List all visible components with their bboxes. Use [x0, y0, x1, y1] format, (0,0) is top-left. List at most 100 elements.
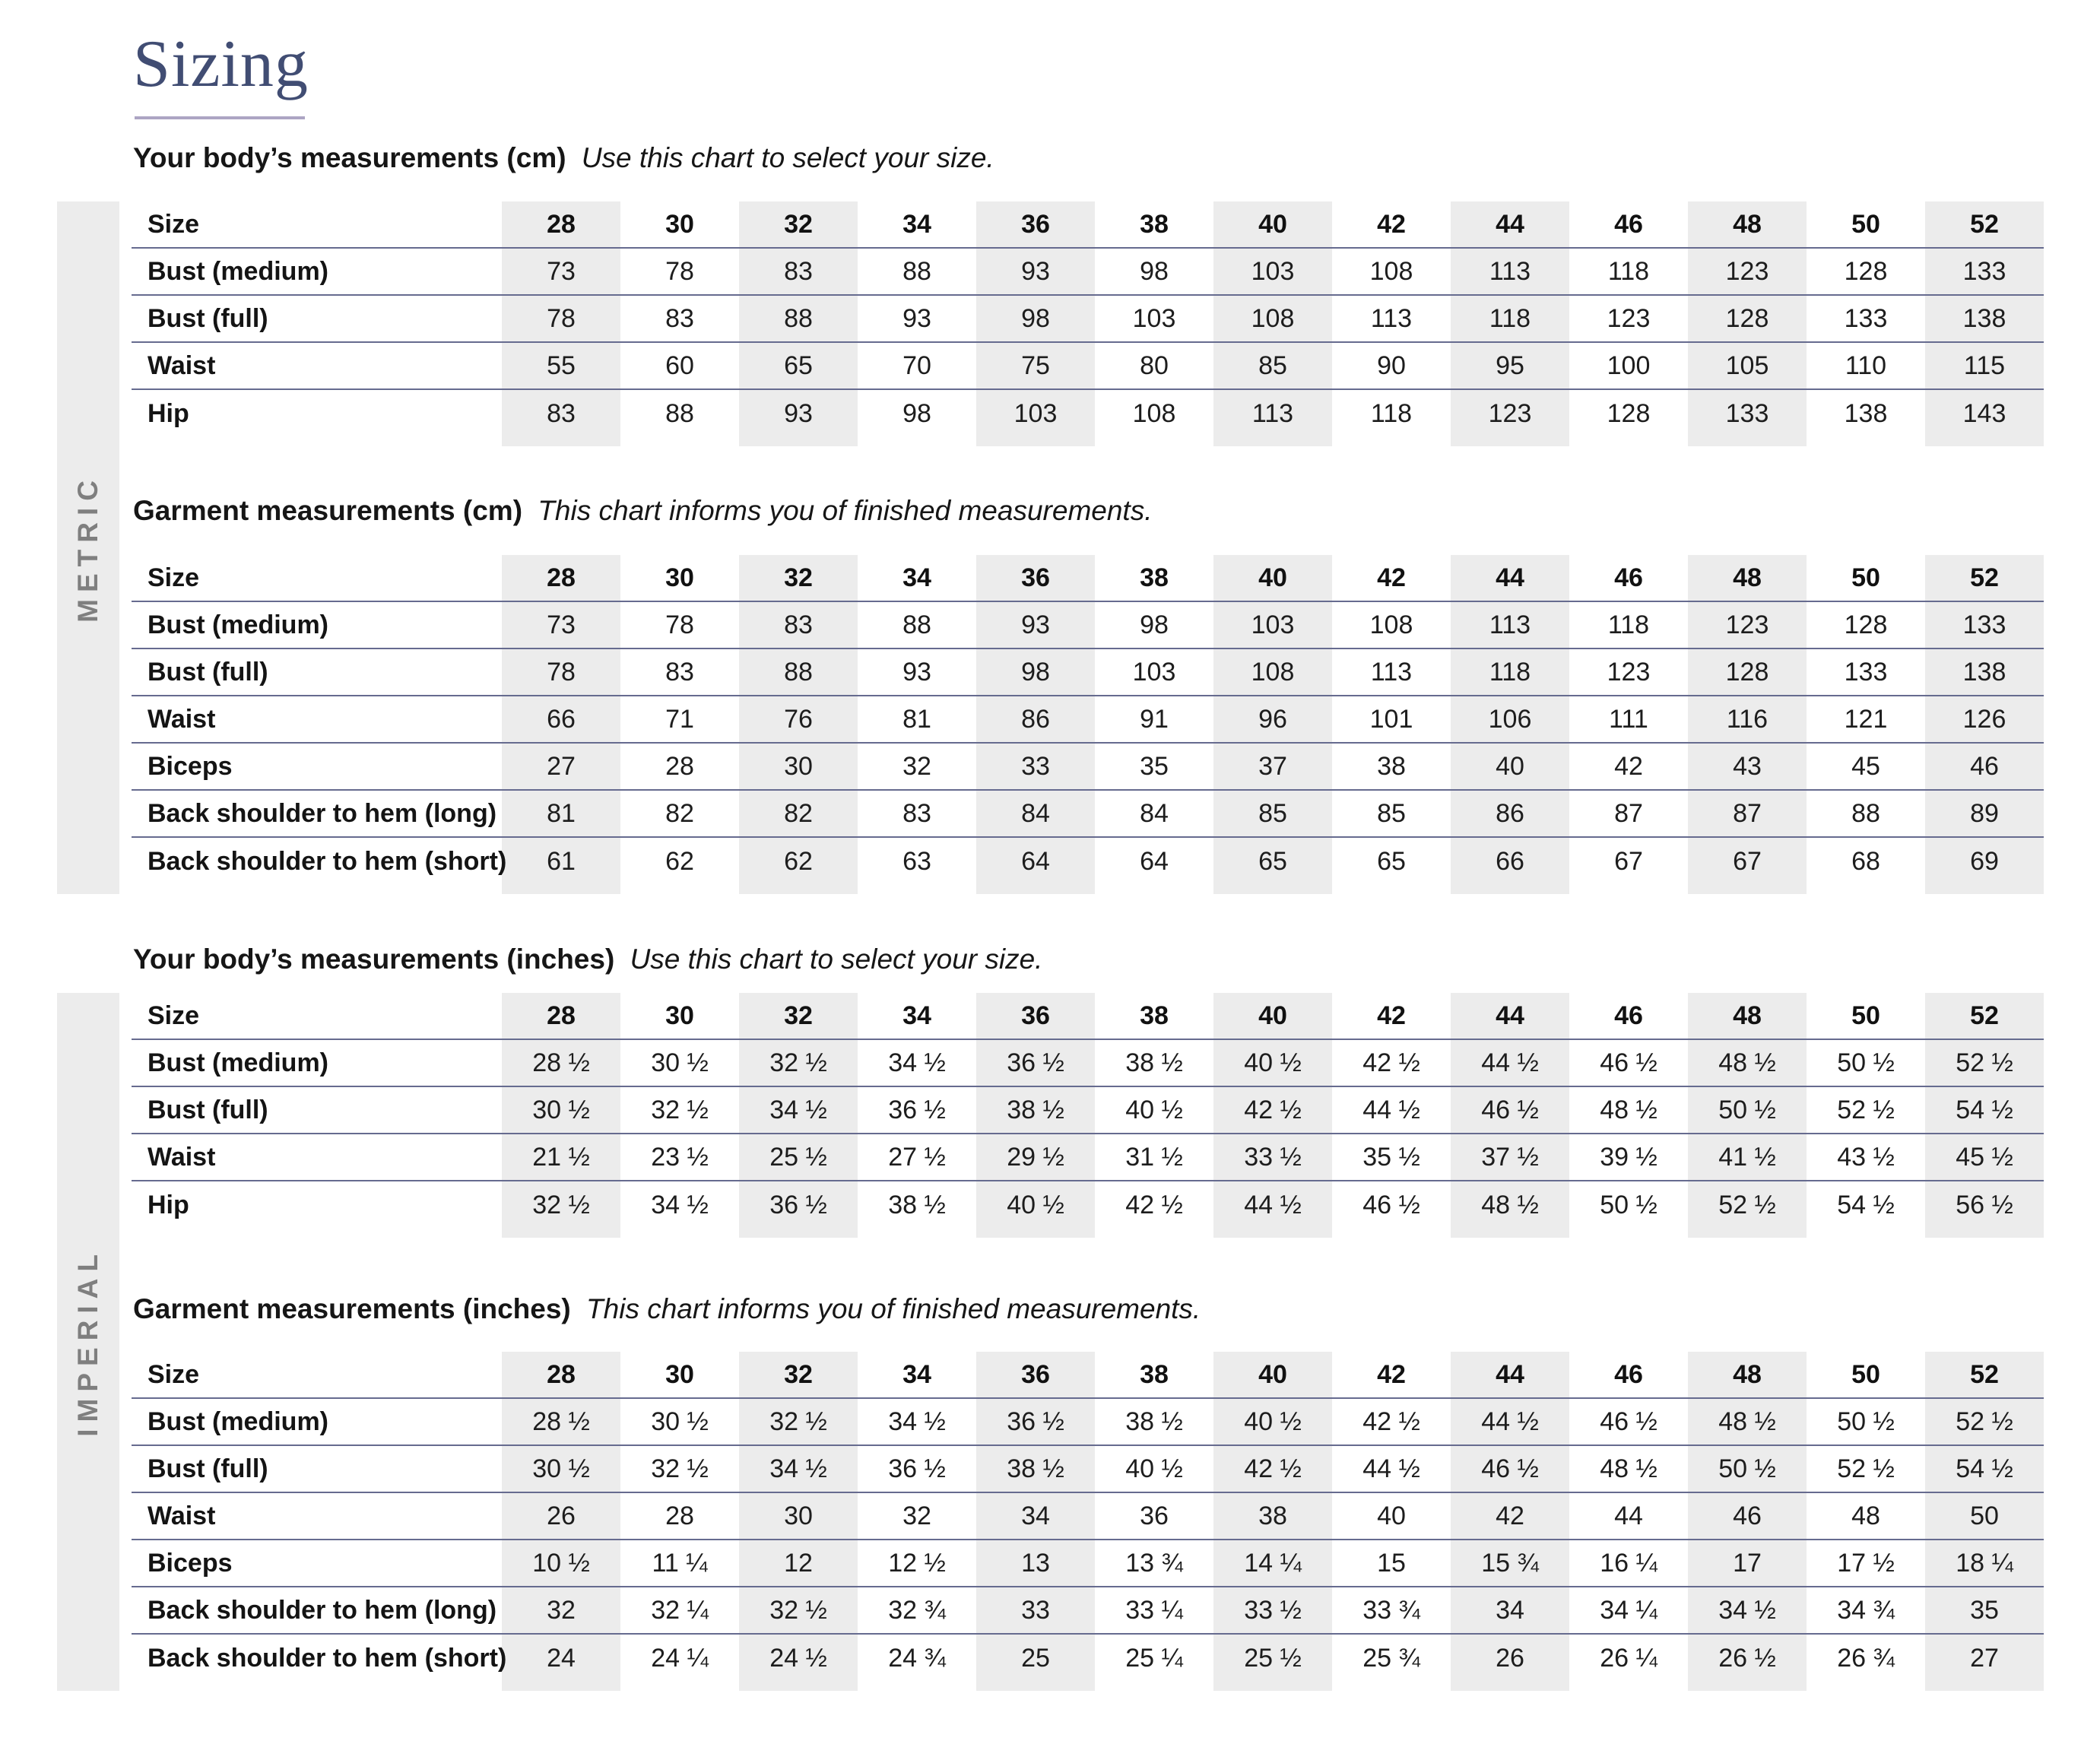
- row-label: Waist: [148, 704, 216, 734]
- measurement-value-cell: 133: [1844, 303, 1888, 333]
- table-row: Bust (medium) 73 78 83 88 93 98 103 108 113 118 123…: [132, 249, 2044, 296]
- measurement-value-cell: 88: [902, 610, 931, 639]
- measurement-value-cell: 32 ½: [769, 1048, 827, 1077]
- size-column-header: 48: [1733, 563, 1762, 592]
- table-row: Waist 21 ½ 23 ½ 25 ½ 27 ½ 29 ½ 31 ½ 33 ½ 35 ½ 37 …: [132, 1134, 2044, 1181]
- measurement-value-cell: 32: [902, 1501, 931, 1530]
- measurement-value-cell: 40 ½: [1244, 1048, 1302, 1077]
- measurement-value-cell: 33: [1021, 1595, 1050, 1625]
- size-header-label: Size: [148, 1001, 200, 1030]
- column-stripe-size-48: [1688, 201, 1807, 446]
- measurement-value-cell: 42: [1496, 1501, 1524, 1530]
- measurement-value-cell: 52 ½: [1956, 1406, 2013, 1436]
- measurement-value-cell: 26 ¼: [1600, 1643, 1657, 1673]
- measurement-value-cell: 46 ½: [1481, 1095, 1539, 1124]
- heading-italic: Use this chart to select your size.: [581, 142, 994, 173]
- measurement-value-cell: 50: [1970, 1501, 1999, 1530]
- measurement-value-cell: 40 ½: [1007, 1190, 1064, 1219]
- measurement-value-cell: 48 ½: [1718, 1406, 1776, 1436]
- measurement-value-cell: 30 ½: [532, 1454, 590, 1483]
- measurement-value-cell: 55: [547, 350, 576, 380]
- measurement-value-cell: 44 ½: [1362, 1454, 1420, 1483]
- measurement-value-cell: 108: [1251, 303, 1295, 333]
- measurement-value-cell: 38 ½: [1007, 1454, 1064, 1483]
- size-column-header: 34: [902, 1001, 931, 1030]
- garment-measurements-cm-table: Size 28 30 32 34 36 38 40 42 44 46 48 50 52 Bust (medi…: [132, 555, 2044, 894]
- measurement-value-cell: 83: [665, 657, 694, 687]
- measurement-value-cell: 118: [1370, 398, 1413, 428]
- measurement-value-cell: 98: [1140, 610, 1169, 639]
- size-column-header: 48: [1733, 209, 1762, 239]
- size-column-header: 46: [1614, 563, 1643, 592]
- measurement-value-cell: 118: [1489, 303, 1531, 333]
- measurement-value-cell: 84: [1021, 798, 1050, 828]
- size-column-header: 30: [665, 563, 694, 592]
- measurement-value-cell: 36 ½: [888, 1454, 946, 1483]
- measurement-value-cell: 44 ½: [1362, 1095, 1420, 1124]
- measurement-value-cell: 24 ¼: [651, 1643, 709, 1673]
- measurement-value-cell: 81: [547, 798, 576, 828]
- size-header-label: Size: [148, 209, 200, 239]
- measurement-value-cell: 115: [1963, 350, 2006, 380]
- size-column-header: 46: [1614, 209, 1643, 239]
- measurement-value-cell: 11 ¼: [652, 1548, 708, 1578]
- measurement-value-cell: 113: [1370, 303, 1413, 333]
- table-row: Bust (medium) 28 ½ 30 ½ 32 ½ 34 ½ 36 ½ 38 ½ 40 …: [132, 1399, 2044, 1446]
- measurement-value-cell: 42 ½: [1244, 1095, 1302, 1124]
- measurement-value-cell: 108: [1132, 398, 1176, 428]
- row-label: Hip: [148, 398, 189, 428]
- measurement-value-cell: 44: [1614, 1501, 1643, 1530]
- size-column-header: 44: [1496, 209, 1524, 239]
- column-stripe-size-40: [1213, 993, 1332, 1238]
- size-column-header: 38: [1140, 1359, 1169, 1389]
- table-header-row: Size 28 30 32 34 36 38 40 42 44 46 48 50 52: [132, 993, 2044, 1040]
- row-label: Back shoulder to hem (short): [148, 1643, 507, 1673]
- measurement-value-cell: 26: [547, 1501, 576, 1530]
- measurement-value-cell: 24: [547, 1643, 576, 1673]
- size-column-header: 52: [1970, 209, 1999, 239]
- heading-italic: This chart informs you of finished measu…: [586, 1293, 1201, 1324]
- measurement-value-cell: 21 ½: [532, 1142, 590, 1172]
- column-stripe-size-52: [1925, 201, 2044, 446]
- measurement-value-cell: 65: [1258, 846, 1287, 876]
- table-row: Back shoulder to hem (short) 24 24 ¼ 24 ½ 24…: [132, 1635, 2044, 1682]
- row-label: Bust (medium): [148, 1406, 328, 1436]
- measurement-value-cell: 123: [1607, 657, 1651, 687]
- measurement-value-cell: 73: [547, 256, 576, 286]
- measurement-value-cell: 32 ½: [651, 1454, 709, 1483]
- measurement-value-cell: 133: [1725, 398, 1769, 428]
- size-column-header: 34: [902, 563, 931, 592]
- measurement-value-cell: 98: [1140, 256, 1169, 286]
- measurement-value-cell: 36: [1140, 1501, 1169, 1530]
- measurement-value-cell: 63: [902, 846, 931, 876]
- measurement-value-cell: 12: [784, 1548, 813, 1578]
- row-label: Bust (medium): [148, 256, 328, 286]
- measurement-value-cell: 25 ½: [769, 1142, 827, 1172]
- table-row: Bust (full) 30 ½ 32 ½ 34 ½ 36 ½ 38 ½ 40 ½ 42 ½ 4…: [132, 1446, 2044, 1493]
- measurement-value-cell: 103: [1251, 610, 1295, 639]
- measurement-value-cell: 33: [1021, 751, 1050, 781]
- measurement-value-cell: 87: [1614, 798, 1643, 828]
- table-row: Waist 66 71 76 81 86 91 96 101 106 111 116 121 126: [132, 696, 2044, 744]
- measurement-value-cell: 25: [1021, 1643, 1050, 1673]
- title-underline: [135, 116, 305, 119]
- measurement-value-cell: 48 ½: [1718, 1048, 1776, 1077]
- measurement-value-cell: 118: [1607, 610, 1650, 639]
- measurement-value-cell: 15 ¾: [1481, 1548, 1539, 1578]
- measurement-value-cell: 40 ½: [1244, 1406, 1302, 1436]
- measurement-value-cell: 46 ½: [1600, 1406, 1657, 1436]
- row-label: Bust (full): [148, 303, 268, 333]
- table-header-row: Size 28 30 32 34 36 38 40 42 44 46 48 50 52: [132, 555, 2044, 602]
- measurement-value-cell: 26: [1496, 1643, 1524, 1673]
- measurement-value-cell: 48: [1851, 1501, 1880, 1530]
- measurement-value-cell: 38: [1377, 751, 1406, 781]
- size-column-header: 40: [1258, 1359, 1287, 1389]
- measurement-value-cell: 128: [1844, 610, 1888, 639]
- measurement-value-cell: 43 ½: [1837, 1142, 1895, 1172]
- measurement-value-cell: 103: [1132, 303, 1176, 333]
- measurement-value-cell: 33 ¾: [1362, 1595, 1420, 1625]
- measurement-value-cell: 17: [1733, 1548, 1762, 1578]
- measurement-value-cell: 54 ½: [1837, 1190, 1895, 1219]
- measurement-value-cell: 27: [1970, 1643, 1999, 1673]
- measurement-value-cell: 35 ½: [1362, 1142, 1420, 1172]
